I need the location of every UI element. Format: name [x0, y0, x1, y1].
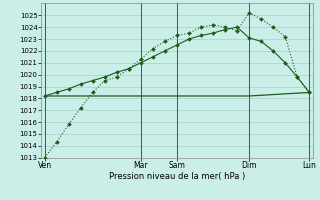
X-axis label: Pression niveau de la mer( hPa ): Pression niveau de la mer( hPa ) — [109, 172, 245, 181]
